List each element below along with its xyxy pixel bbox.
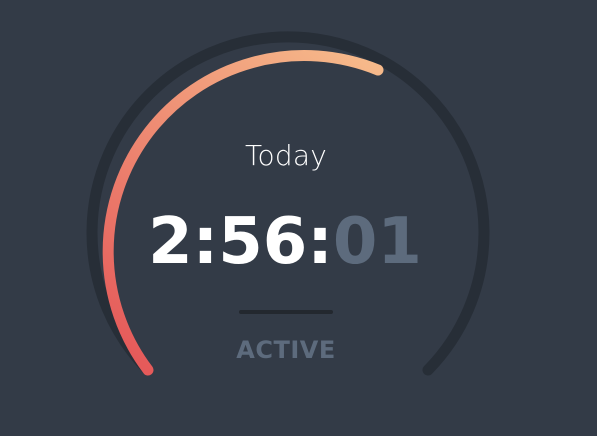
divider <box>239 310 333 314</box>
status-label: ACTIVE <box>236 336 336 364</box>
gauge-track <box>86 31 490 376</box>
time-hours-minutes: 2:56: <box>148 205 333 279</box>
elapsed-time: 2:56:01 <box>0 202 570 282</box>
time-seconds: 01 <box>332 205 422 279</box>
gauge-progress-arc <box>102 50 384 376</box>
period-label: Today <box>245 139 327 172</box>
